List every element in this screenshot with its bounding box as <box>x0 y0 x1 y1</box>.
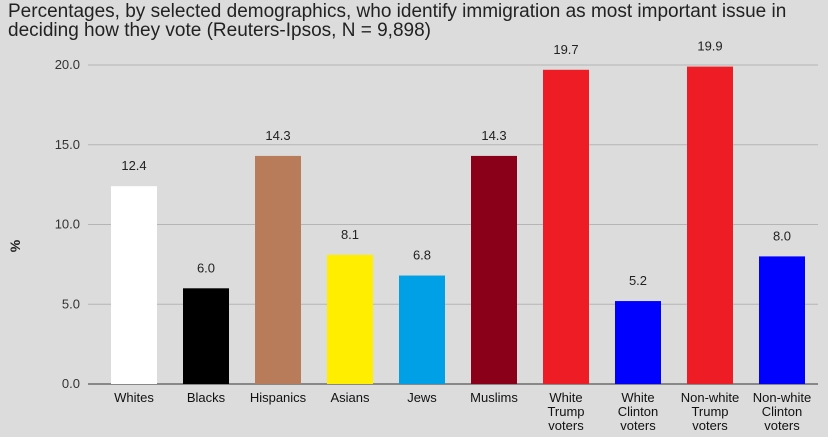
category-label: Jews <box>407 390 437 405</box>
y-tick-label: 0.0 <box>62 376 80 391</box>
bar <box>687 66 733 384</box>
data-label: 19.7 <box>553 42 578 57</box>
category-label: White Trump voters <box>547 390 584 433</box>
category-label: Asians <box>330 390 370 405</box>
bar <box>111 186 157 384</box>
y-tick-label: 10.0 <box>55 217 80 232</box>
bar <box>543 69 589 384</box>
data-label: 5.2 <box>629 273 647 288</box>
data-label: 6.0 <box>197 260 215 275</box>
data-label: 12.4 <box>121 158 146 173</box>
category-label: Non-white Trump voters <box>681 390 740 433</box>
bar <box>759 256 805 384</box>
category-label: Blacks <box>187 390 226 405</box>
bar <box>615 301 661 384</box>
bar <box>327 254 373 384</box>
bar <box>471 155 517 384</box>
bar <box>183 288 229 384</box>
category-label: Muslims <box>470 390 518 405</box>
data-label: 14.3 <box>481 128 506 143</box>
category-label: White Clinton voters <box>618 390 658 433</box>
y-tick-label: 5.0 <box>62 296 80 311</box>
chart-title: Percentages, by selected demographics, w… <box>8 1 787 41</box>
y-tick-label: 15.0 <box>55 137 80 152</box>
data-label: 6.8 <box>413 248 431 263</box>
data-label: 19.9 <box>697 39 722 54</box>
bar <box>399 275 445 384</box>
data-label: 8.1 <box>341 227 359 242</box>
data-label: 8.0 <box>773 228 791 243</box>
bar <box>255 155 301 384</box>
category-label: Non-white Clinton voters <box>753 390 812 433</box>
category-label: Hispanics <box>250 390 307 405</box>
y-tick-label: 20.0 <box>55 57 80 72</box>
category-label: Whites <box>114 390 154 405</box>
y-axis-label: % <box>7 239 23 252</box>
data-label: 14.3 <box>265 128 290 143</box>
